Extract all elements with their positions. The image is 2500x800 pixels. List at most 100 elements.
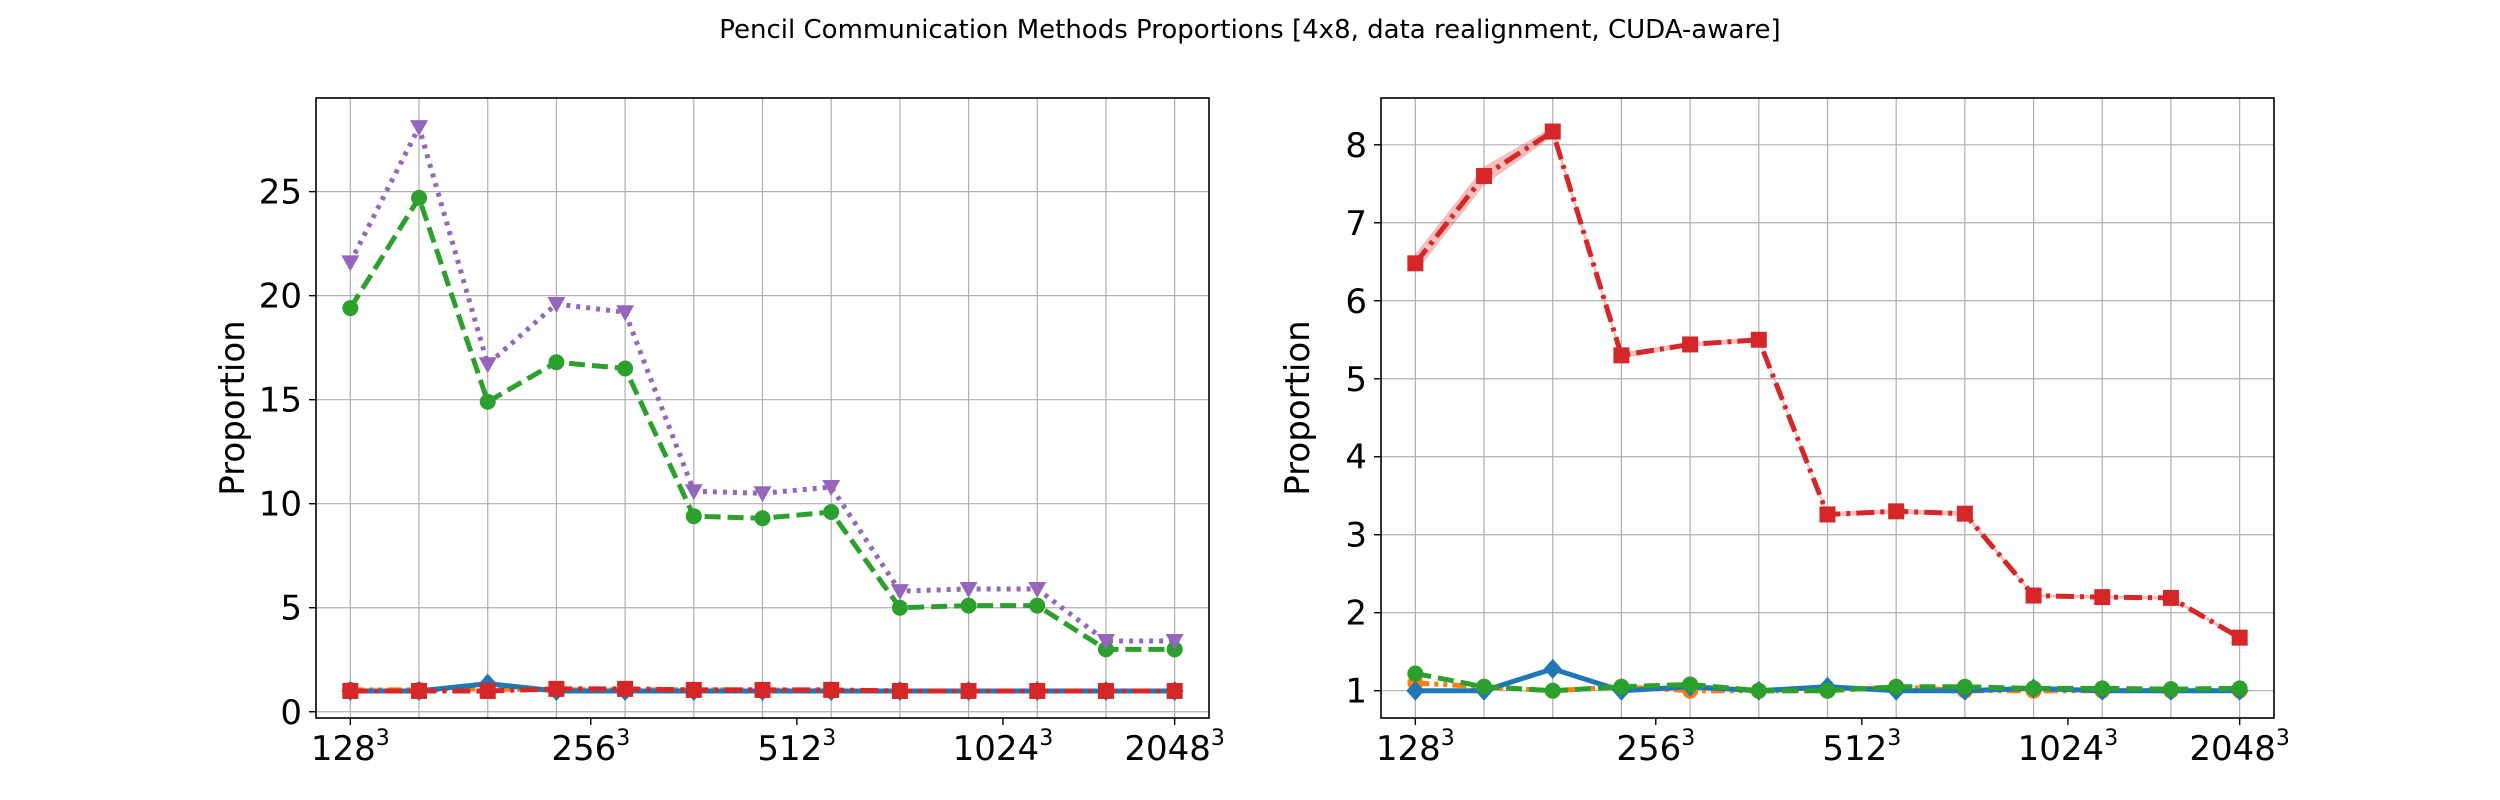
data-point <box>411 189 428 206</box>
data-point <box>1407 255 1424 272</box>
data-point <box>548 354 565 371</box>
data-point <box>341 255 360 272</box>
y-tick-label: 3 <box>1345 516 1367 556</box>
data-point <box>1819 506 1836 523</box>
figure-title: Pencil Communication Methods Proportions… <box>719 15 1780 45</box>
data-point <box>1750 682 1767 699</box>
data-point <box>1029 682 1046 699</box>
x-tick-label: 1283 <box>311 726 390 769</box>
x-tick-label: 2563 <box>551 726 630 769</box>
y-tick-label: 2 <box>1345 594 1367 634</box>
data-point <box>960 682 977 699</box>
x-tick-base: 128 <box>311 729 376 769</box>
data-point <box>891 682 908 699</box>
data-point <box>1406 680 1425 701</box>
x-tick-exponent: 3 <box>1887 726 1901 751</box>
x-tick-label: 20483 <box>1124 726 1225 769</box>
data-point <box>1097 682 1114 699</box>
x-tick-base: 2048 <box>1124 729 1211 769</box>
data-point <box>2094 680 2111 697</box>
data-point <box>1682 676 1699 693</box>
data-point <box>685 508 702 525</box>
y-tick-label: 7 <box>1345 204 1367 244</box>
data-point <box>822 480 841 497</box>
x-tick-exponent: 3 <box>616 726 630 751</box>
y-tick-label: 4 <box>1345 438 1367 478</box>
x-tick-label: 10243 <box>953 726 1054 769</box>
data-point <box>1165 634 1184 651</box>
series-2 <box>342 189 1183 658</box>
data-point <box>684 484 703 501</box>
x-tick-exponent: 3 <box>1211 726 1225 751</box>
data-point <box>1096 634 1115 651</box>
data-point <box>754 681 771 698</box>
data-point <box>479 393 496 410</box>
data-point <box>410 120 429 137</box>
data-point <box>616 305 635 322</box>
x-tick-base: 256 <box>551 729 616 769</box>
data-point <box>1888 503 1905 520</box>
data-point <box>342 682 359 699</box>
x-tick-base: 1024 <box>953 729 1040 769</box>
data-point <box>1750 331 1767 348</box>
data-point <box>1476 678 1493 695</box>
x-tick-label: 10243 <box>2018 726 2119 769</box>
series-4 <box>342 680 1183 699</box>
x-tick-exponent: 3 <box>2276 726 2290 751</box>
data-point <box>1544 682 1561 699</box>
data-point <box>342 300 359 317</box>
y-tick-label: 20 <box>259 277 302 317</box>
axes-frame <box>315 97 1210 719</box>
data-point <box>547 296 566 313</box>
x-tick-exponent: 3 <box>1681 726 1695 751</box>
data-point <box>548 680 565 697</box>
x-tick-exponent: 3 <box>2104 726 2118 751</box>
data-point <box>1682 336 1699 353</box>
x-tick-label: 5123 <box>757 726 836 769</box>
data-point <box>1956 678 1973 695</box>
x-tick-exponent: 3 <box>1039 726 1053 751</box>
data-point <box>959 582 978 599</box>
x-tick-base: 256 <box>1616 729 1681 769</box>
y-tick-label: 5 <box>280 589 302 629</box>
data-point <box>1166 682 1183 699</box>
data-point <box>478 357 497 374</box>
data-point <box>1613 678 1630 695</box>
y-tick-label: 0 <box>280 693 302 733</box>
y-tick-label: 10 <box>259 485 302 525</box>
x-tick-label: 20483 <box>2189 726 2290 769</box>
series-2 <box>1407 665 2248 699</box>
data-point <box>2231 680 2248 697</box>
data-point <box>1544 123 1561 140</box>
x-tick-base: 1024 <box>2018 729 2105 769</box>
data-point <box>2094 589 2111 606</box>
data-point <box>1543 658 1562 679</box>
data-point <box>823 681 840 698</box>
data-point <box>617 680 634 697</box>
data-point <box>754 510 771 527</box>
data-point <box>2025 587 2042 604</box>
data-point <box>1956 505 1973 522</box>
data-point <box>823 504 840 521</box>
y-tick-label: 6 <box>1345 282 1367 322</box>
data-point <box>2162 589 2179 606</box>
data-point <box>1407 665 1424 682</box>
y-axis-title: Proportion <box>213 320 253 495</box>
y-tick-label: 1 <box>1345 672 1367 712</box>
x-tick-exponent: 3 <box>822 726 836 751</box>
y-tick-label: 5 <box>1345 360 1367 400</box>
y-tick-label: 25 <box>259 173 302 213</box>
x-tick-label: 5123 <box>1822 726 1901 769</box>
series-3 <box>1407 123 2248 646</box>
x-tick-exponent: 3 <box>376 726 390 751</box>
data-point <box>411 682 428 699</box>
data-point <box>2025 680 2042 697</box>
data-point <box>1476 167 1493 184</box>
data-point <box>1028 582 1047 599</box>
x-tick-label: 2563 <box>1616 726 1695 769</box>
data-point <box>753 486 772 503</box>
data-point <box>1888 678 1905 695</box>
x-tick-base: 128 <box>1376 729 1441 769</box>
